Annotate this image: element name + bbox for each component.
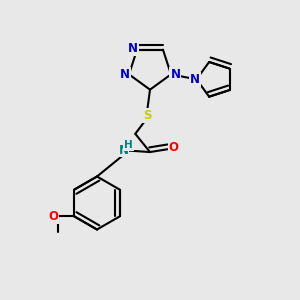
Text: N: N xyxy=(170,68,180,81)
Text: H: H xyxy=(124,140,133,150)
Text: O: O xyxy=(169,141,178,154)
Text: O: O xyxy=(48,210,59,223)
Text: N: N xyxy=(120,68,130,81)
Text: N: N xyxy=(190,73,200,86)
Text: N: N xyxy=(128,42,138,55)
Text: S: S xyxy=(143,109,151,122)
Text: N: N xyxy=(118,143,128,157)
